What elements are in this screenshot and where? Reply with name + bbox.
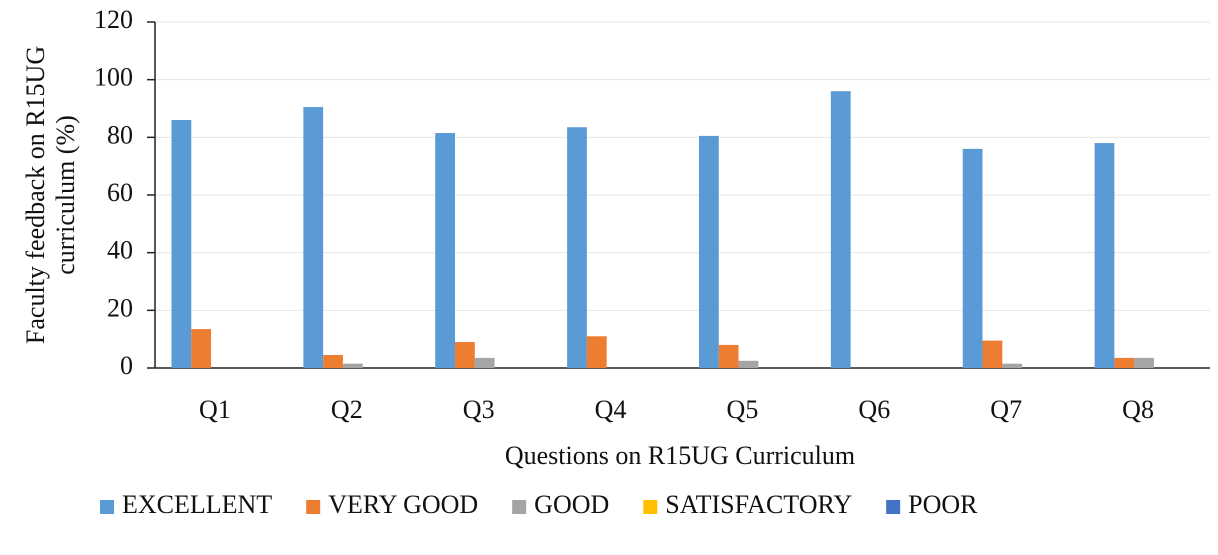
legend-label: GOOD — [534, 490, 609, 519]
x-tick-label: Q7 — [990, 395, 1022, 424]
x-tick-label: Q5 — [727, 395, 759, 424]
bar — [698, 135, 719, 368]
bar — [586, 336, 607, 368]
bar — [962, 148, 983, 368]
y-tick-label: 20 — [107, 293, 133, 322]
bar — [738, 360, 759, 368]
x-tick-label: Q6 — [858, 395, 890, 424]
bar — [567, 127, 587, 368]
y-tick-label: 100 — [94, 63, 133, 92]
bar — [1114, 357, 1135, 368]
bar — [171, 120, 192, 369]
bar — [474, 357, 495, 368]
bar — [830, 91, 851, 368]
legend-swatch — [306, 500, 321, 514]
y-axis-title-line: Faculty feedback on R15UG — [21, 46, 50, 344]
x-axis-title: Questions on R15UG Curriculum — [505, 441, 855, 470]
legend-swatch — [512, 500, 527, 514]
x-tick-label: Q4 — [595, 395, 627, 424]
bar — [303, 107, 324, 368]
legend-swatch — [643, 500, 658, 514]
bar — [982, 340, 1003, 368]
bar — [718, 344, 739, 368]
bar — [342, 363, 363, 368]
bar — [1134, 357, 1154, 368]
legend-label: SATISFACTORY — [665, 490, 852, 519]
x-tick-label: Q8 — [1122, 395, 1154, 424]
y-tick-label: 120 — [94, 5, 133, 34]
y-tick-label: 0 — [120, 351, 133, 380]
y-tick-label: 80 — [107, 120, 133, 149]
legend-swatch — [100, 500, 114, 514]
legend-label: POOR — [908, 490, 978, 519]
x-tick-label: Q1 — [199, 395, 231, 424]
y-tick-label: 60 — [107, 178, 133, 207]
bar — [435, 133, 456, 368]
y-tick-label: 40 — [107, 236, 133, 265]
y-axis-title: Faculty feedback on R15UG curriculum (%) — [21, 46, 80, 344]
legend-label: VERY GOOD — [328, 490, 478, 519]
bar — [1002, 363, 1023, 368]
bar — [191, 329, 212, 368]
y-axis-title-line: curriculum (%) — [51, 115, 80, 275]
x-tick-label: Q2 — [331, 395, 363, 424]
legend-label: EXCELLENT — [122, 490, 272, 519]
bar — [455, 342, 475, 368]
bar — [1094, 143, 1115, 368]
x-tick-label: Q3 — [463, 395, 495, 424]
bar — [323, 355, 343, 368]
legend-swatch — [886, 500, 901, 514]
